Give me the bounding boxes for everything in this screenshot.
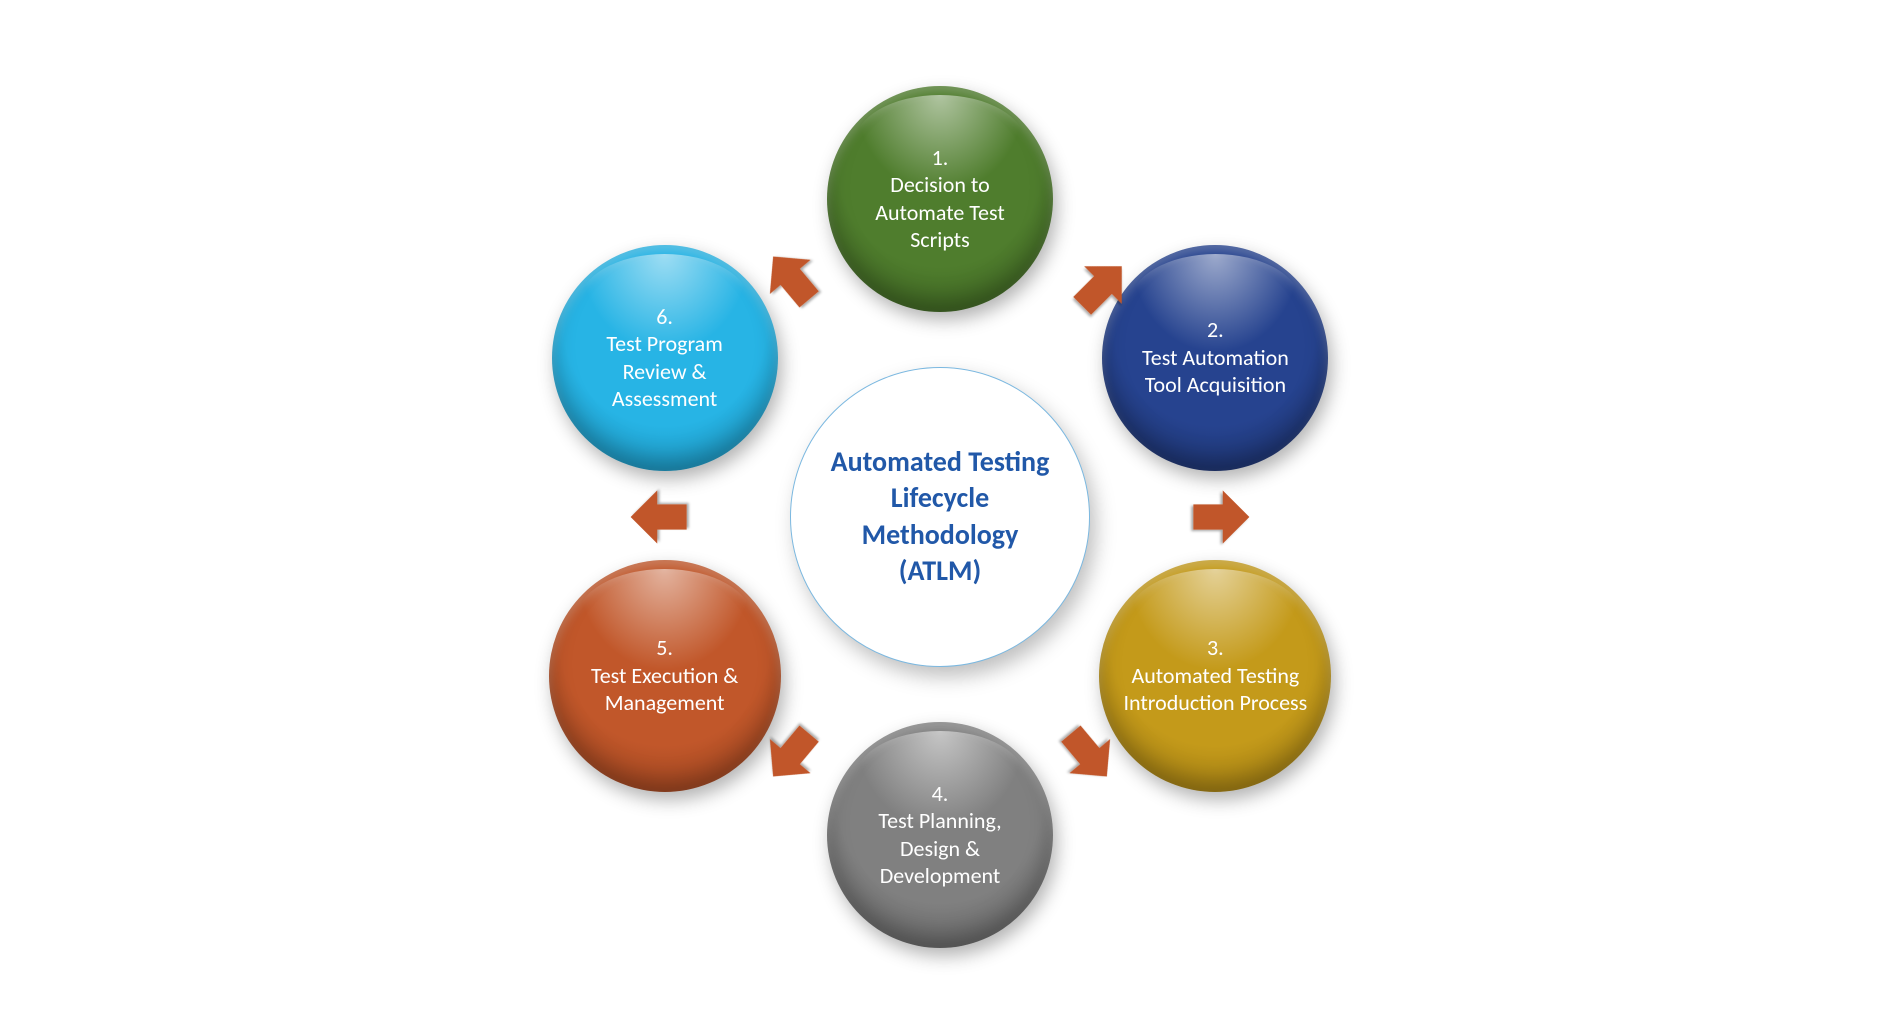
stage-title: Decision to Automate Test Scripts — [875, 171, 1004, 253]
stage-number: 1. — [932, 144, 949, 171]
stage-label: 4.Test Planning, Design & Development — [851, 780, 1029, 890]
center-label: Automated Testing Lifecycle Methodology … — [821, 444, 1059, 590]
stage-number: 3. — [1207, 634, 1224, 661]
stage-title: Test Automation Tool Acquisition — [1142, 344, 1289, 399]
stage-label: 2.Test Automation Tool Acquisition — [1126, 316, 1304, 399]
flow-arrow-5-6 — [625, 482, 695, 552]
stage-number: 2. — [1207, 316, 1224, 343]
flow-arrow-2-3 — [1185, 482, 1255, 552]
stage-number: 6. — [656, 303, 673, 330]
stage-node-4: 4.Test Planning, Design & Development — [827, 722, 1053, 948]
stage-label: 5.Test Execution & Management — [573, 634, 757, 717]
stage-title: Test Execution & Management — [591, 662, 738, 717]
stage-node-1: 1.Decision to Automate Test Scripts — [827, 86, 1053, 312]
center-circle: Automated Testing Lifecycle Methodology … — [790, 367, 1090, 667]
stage-label: 3.Automated Testing Introduction Process — [1123, 634, 1307, 717]
stage-number: 4. — [932, 780, 949, 807]
atlm-cycle-diagram: Automated Testing Lifecycle Methodology … — [490, 67, 1390, 967]
stage-label: 1.Decision to Automate Test Scripts — [851, 144, 1029, 254]
stage-title: Test Program Review & Assessment — [606, 330, 722, 412]
stage-number: 5. — [656, 634, 673, 661]
stage-title: Automated Testing Introduction Process — [1124, 662, 1308, 717]
stage-node-6: 6.Test Program Review & Assessment — [552, 245, 778, 471]
stage-title: Test Planning, Design & Development — [878, 807, 1001, 889]
stage-label: 6.Test Program Review & Assessment — [576, 303, 754, 413]
